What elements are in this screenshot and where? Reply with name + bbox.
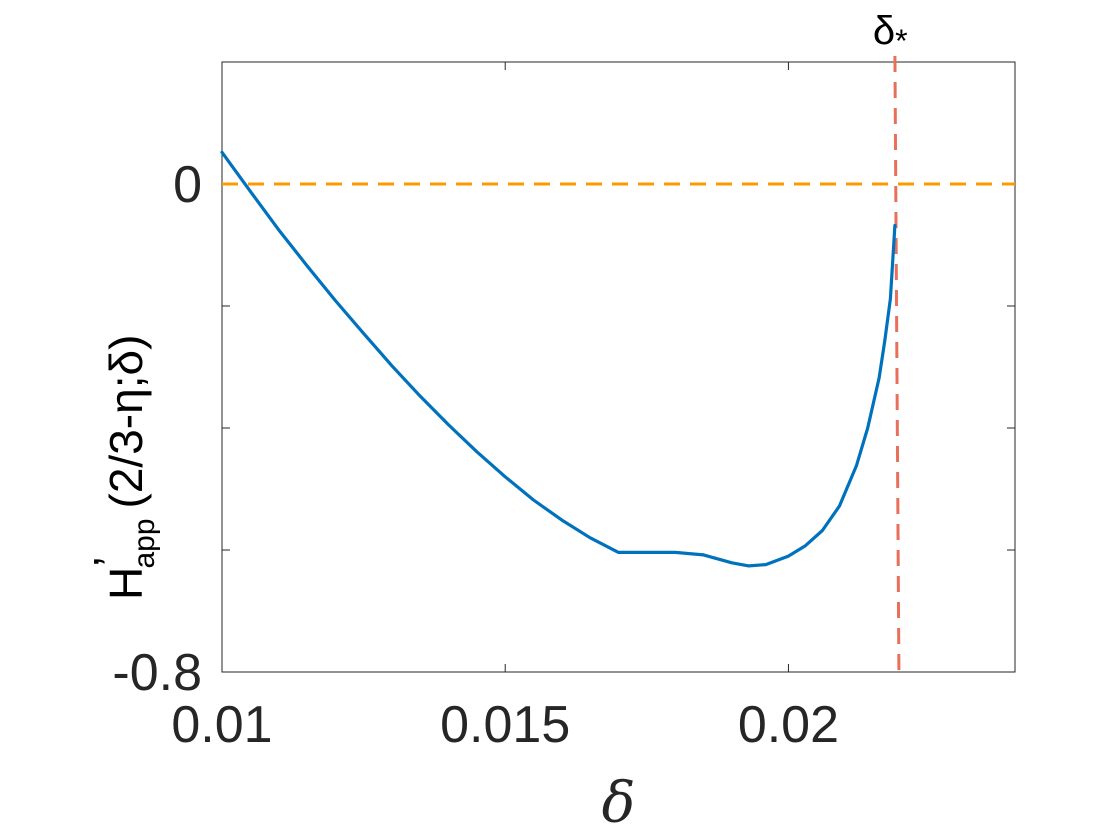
delta-star-subscript: * <box>895 23 907 59</box>
y-tick-label: -0.8 <box>112 644 202 702</box>
series-line-0 <box>220 150 897 568</box>
y-axis-label-prime: ’ <box>84 557 136 567</box>
delta-star-annotation: δ* <box>873 9 908 59</box>
axis-ticks <box>221 61 1015 673</box>
plot-area <box>221 61 1016 673</box>
y-tick-label: 0 <box>173 156 202 214</box>
y-axis-label-main: H <box>100 567 152 600</box>
x-axis-label: δ <box>602 771 636 836</box>
y-axis-label-argument: (2/3-η;δ) <box>100 335 152 509</box>
series-group <box>220 150 897 568</box>
x-tick-label: 0.015 <box>440 696 570 754</box>
tick-labels: 0.01 0.015 0.02 -0.8 0 <box>112 156 839 754</box>
y-axis-label-text: H’app (2/3-η;δ) <box>84 335 161 600</box>
delta-star-symbol: δ <box>873 9 895 53</box>
y-axis-label-subscript: app <box>128 518 161 568</box>
x-tick-label: 0.01 <box>171 696 272 754</box>
x-tick-label: 0.02 <box>738 696 839 754</box>
reference-lines <box>222 55 1015 673</box>
y-axis-label: H’app (2/3-η;δ) <box>84 335 161 600</box>
